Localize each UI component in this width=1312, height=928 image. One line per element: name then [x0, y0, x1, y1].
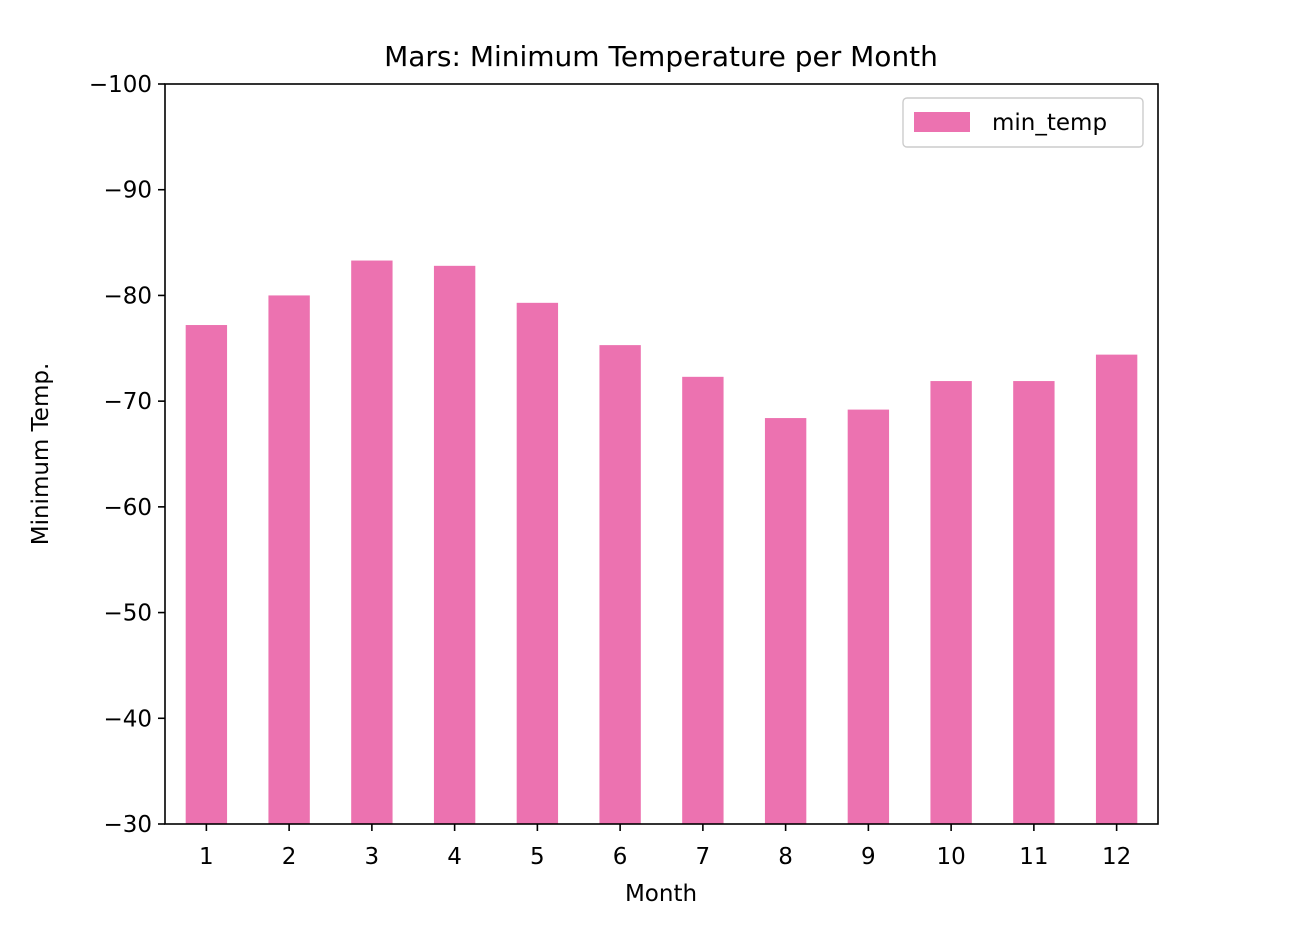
legend-swatch [914, 112, 970, 132]
bar-month-8 [764, 418, 807, 824]
x-tick-label: 9 [861, 844, 876, 870]
bar-month-10 [930, 381, 972, 824]
x-tick-label: 12 [1102, 844, 1131, 870]
x-tick-label: 2 [282, 844, 297, 870]
x-tick-label: 10 [936, 844, 965, 870]
bar-month-5 [516, 302, 559, 824]
bar-month-1 [185, 325, 228, 824]
y-tick-label: −60 [103, 495, 152, 521]
legend: min_temp [902, 97, 1144, 148]
x-axis: 1 2 3 4 5 6 7 8 9 10 11 12 [199, 824, 1131, 870]
y-axis: −100 −90 −80 −70 −60 −50 −40 −30 [89, 72, 165, 838]
bar-month-9 [847, 409, 890, 824]
y-tick-label: −90 [103, 178, 152, 204]
bar-month-2 [268, 295, 310, 824]
chart-title: Mars: Minimum Temperature per Month [384, 40, 938, 73]
y-tick-label: −30 [103, 812, 152, 838]
bar-month-11 [1013, 381, 1055, 824]
y-tick-label: −80 [103, 283, 152, 309]
bar-month-3 [351, 260, 393, 824]
bar-month-7 [682, 376, 724, 824]
bars-group [185, 260, 1138, 824]
y-tick-label: −100 [89, 72, 152, 98]
x-axis-title: Month [625, 881, 697, 907]
plot-frame [164, 83, 1159, 825]
bar-month-12 [1095, 354, 1138, 824]
x-tick-label: 4 [447, 844, 462, 870]
y-tick-label: −70 [103, 389, 152, 415]
legend-frame [902, 97, 1144, 148]
x-tick-label: 6 [613, 844, 628, 870]
y-tick-label: −50 [103, 601, 152, 627]
x-tick-label: 1 [199, 844, 214, 870]
x-tick-label: 3 [365, 844, 380, 870]
x-tick-label: 5 [530, 844, 545, 870]
y-tick-label: −40 [103, 706, 152, 732]
bar-month-4 [433, 265, 476, 824]
bar-month-6 [599, 345, 641, 824]
x-tick-label: 8 [778, 844, 793, 870]
y-axis-title: Minimum Temp. [28, 363, 54, 546]
legend-label: min_temp [992, 110, 1107, 136]
x-tick-label: 11 [1019, 844, 1048, 870]
x-tick-label: 7 [696, 844, 711, 870]
